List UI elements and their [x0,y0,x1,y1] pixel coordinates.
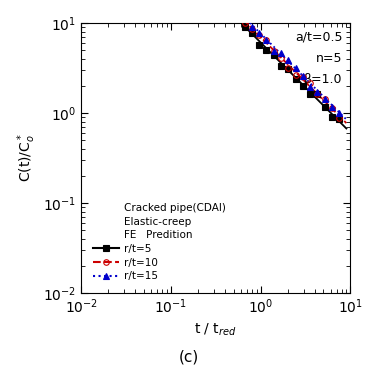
Text: (c): (c) [179,349,199,364]
Y-axis label: C(t)/C$_o^*$: C(t)/C$_o^*$ [15,134,37,182]
Legend: Cracked pipe(CDAI), Elastic-creep, FE   Predition, r/t=5, r/t=10, r/t=15: Cracked pipe(CDAI), Elastic-creep, FE Pr… [90,200,229,284]
X-axis label: t / t$_{red}$: t / t$_{red}$ [194,322,237,338]
Text: a/t=0.5
n=5
β=1.0: a/t=0.5 n=5 β=1.0 [295,31,342,86]
